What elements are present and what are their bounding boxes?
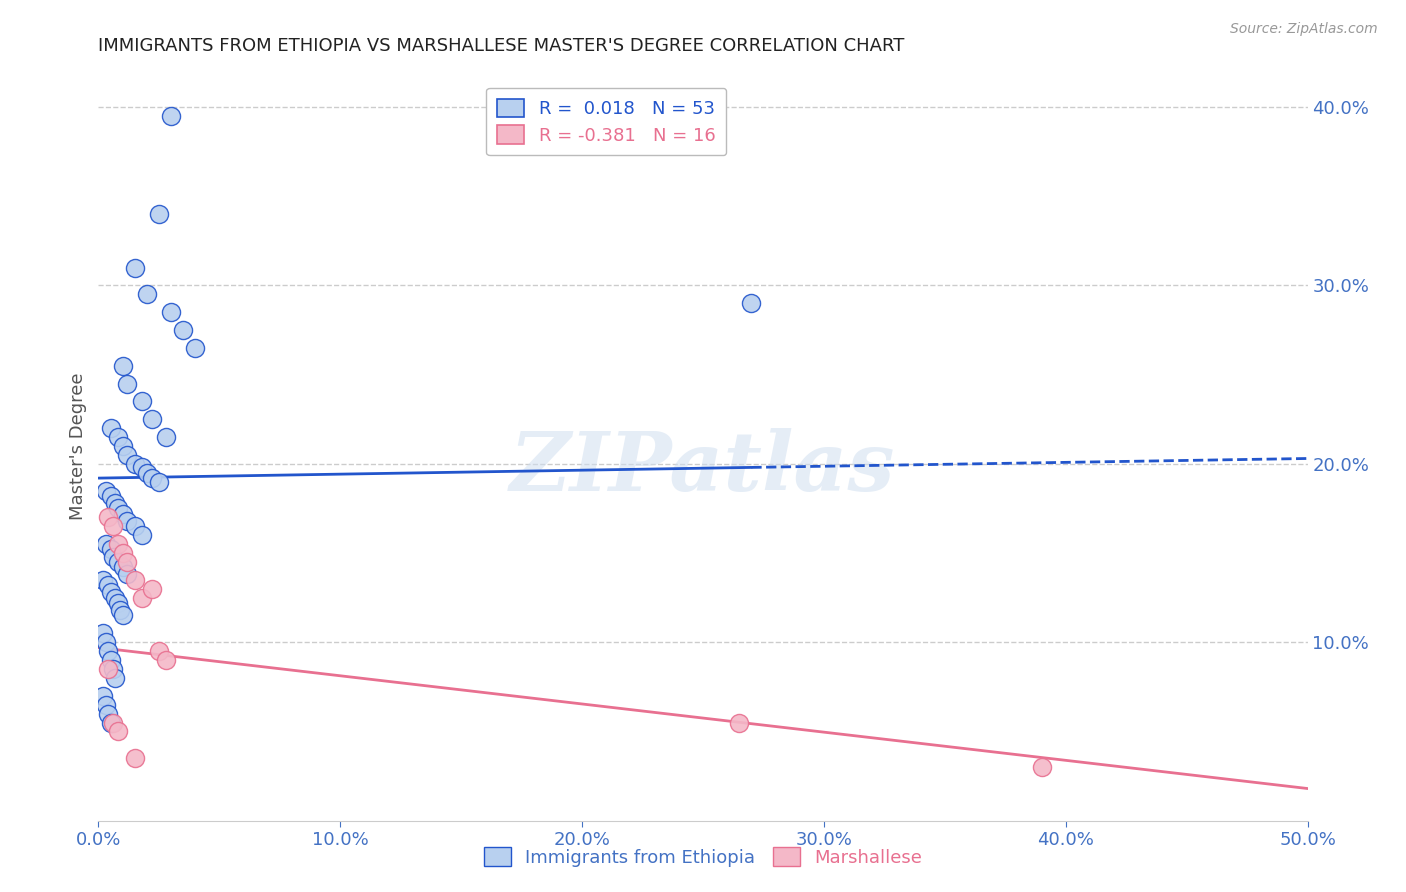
Point xyxy=(117,448,139,462)
Point xyxy=(135,287,157,301)
Point xyxy=(155,430,177,444)
Point xyxy=(91,626,114,640)
Point xyxy=(97,662,120,676)
Point xyxy=(131,528,153,542)
Point xyxy=(104,496,127,510)
Text: IMMIGRANTS FROM ETHIOPIA VS MARSHALLESE MASTER'S DEGREE CORRELATION CHART: IMMIGRANTS FROM ETHIOPIA VS MARSHALLESE … xyxy=(98,37,905,54)
Point xyxy=(100,653,122,667)
Point xyxy=(97,706,120,721)
Point xyxy=(141,582,163,596)
Point xyxy=(135,466,157,480)
Point xyxy=(94,698,117,712)
Point xyxy=(131,394,153,409)
Point xyxy=(97,510,120,524)
Point xyxy=(148,475,170,489)
Point xyxy=(124,519,146,533)
Point xyxy=(141,412,163,426)
Point xyxy=(104,671,127,685)
Point xyxy=(160,109,183,123)
Point xyxy=(728,715,751,730)
Point xyxy=(100,421,122,435)
Point xyxy=(117,514,139,528)
Point xyxy=(107,724,129,739)
Point xyxy=(172,323,194,337)
Point xyxy=(101,549,124,564)
Point xyxy=(107,555,129,569)
Point xyxy=(107,537,129,551)
Point xyxy=(131,460,153,475)
Point xyxy=(100,585,122,599)
Point xyxy=(117,555,139,569)
Point xyxy=(1031,760,1053,774)
Point xyxy=(97,644,120,658)
Point xyxy=(101,519,124,533)
Point xyxy=(94,635,117,649)
Text: Source: ZipAtlas.com: Source: ZipAtlas.com xyxy=(1230,22,1378,37)
Point xyxy=(94,537,117,551)
Point xyxy=(148,644,170,658)
Point xyxy=(740,296,762,310)
Point xyxy=(91,573,114,587)
Point xyxy=(94,483,117,498)
Point xyxy=(100,715,122,730)
Point xyxy=(107,430,129,444)
Point xyxy=(111,439,134,453)
Point xyxy=(160,305,183,319)
Point xyxy=(111,608,134,623)
Legend: R =  0.018   N = 53, R = -0.381   N = 16: R = 0.018 N = 53, R = -0.381 N = 16 xyxy=(486,88,727,155)
Point xyxy=(131,591,153,605)
Point xyxy=(184,341,207,355)
Point xyxy=(148,207,170,221)
Point xyxy=(97,578,120,592)
Point xyxy=(108,603,131,617)
Point xyxy=(111,546,134,560)
Point xyxy=(117,567,139,582)
Point xyxy=(111,560,134,574)
Point xyxy=(91,689,114,703)
Point xyxy=(107,596,129,610)
Point xyxy=(100,489,122,503)
Point xyxy=(104,591,127,605)
Y-axis label: Master's Degree: Master's Degree xyxy=(69,372,87,520)
Point xyxy=(107,501,129,516)
Point xyxy=(124,573,146,587)
Point xyxy=(111,359,134,373)
Point xyxy=(124,751,146,765)
Point xyxy=(124,260,146,275)
Point xyxy=(101,715,124,730)
Point xyxy=(124,457,146,471)
Point xyxy=(155,653,177,667)
Point xyxy=(111,507,134,521)
Legend: Immigrants from Ethiopia, Marshallese: Immigrants from Ethiopia, Marshallese xyxy=(477,840,929,874)
Point xyxy=(100,542,122,557)
Point xyxy=(101,662,124,676)
Point xyxy=(141,471,163,485)
Text: ZIPatlas: ZIPatlas xyxy=(510,428,896,508)
Point xyxy=(117,376,139,391)
